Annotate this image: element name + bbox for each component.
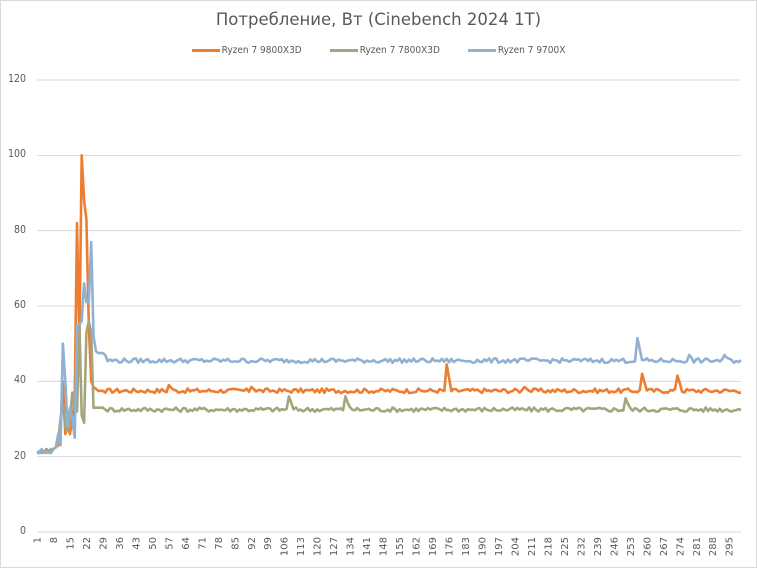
x-tick-label: 211 — [527, 537, 538, 556]
legend-label: Ryzen 7 9800X3D — [221, 45, 302, 56]
x-tick-label: 36 — [115, 537, 126, 550]
legend-swatch-7800x3d — [329, 49, 358, 52]
y-tick-label: 20 — [13, 449, 26, 462]
x-tick-label: 246 — [609, 537, 620, 556]
series-line-ryzen-7-9800x3d — [37, 154, 742, 455]
x-tick-label: 92 — [247, 537, 258, 550]
x-tick-label: 120 — [313, 537, 324, 556]
y-tick-label: 40 — [13, 374, 26, 387]
legend-label: Ryzen 7 7800X3D — [359, 45, 440, 56]
x-tick-label: 43 — [131, 537, 142, 550]
x-tick-label: 260 — [642, 537, 653, 556]
x-tick-label: 197 — [494, 537, 505, 556]
x-tick-label: 22 — [82, 537, 93, 550]
x-tick-label: 134 — [346, 537, 357, 556]
y-tick-label: 100 — [7, 148, 26, 161]
x-tick-label: 15 — [65, 537, 76, 550]
legend: Ryzen 7 9800X3D Ryzen 7 7800X3D Ryzen 7 … — [0, 45, 757, 56]
x-tick-label: 288 — [708, 537, 719, 556]
x-tick-label: 239 — [593, 537, 604, 556]
x-tick-label: 155 — [395, 537, 406, 556]
x-tick-label: 267 — [659, 537, 670, 556]
legend-swatch-9800x3d — [191, 49, 220, 52]
legend-label: Ryzen 7 9700X — [497, 45, 566, 56]
y-tick-label: 120 — [7, 73, 26, 85]
y-tick-label: 60 — [13, 299, 26, 311]
x-tick-label: 176 — [445, 537, 456, 556]
x-tick-label: 8 — [49, 537, 60, 543]
x-tick-label: 169 — [428, 537, 439, 556]
x-tick-label: 253 — [626, 537, 637, 556]
x-tick-label: 29 — [98, 537, 109, 550]
legend-item-7800x3d: Ryzen 7 7800X3D — [329, 45, 440, 56]
x-tick-label: 106 — [280, 537, 291, 556]
x-tick-label: 225 — [560, 537, 571, 556]
x-tick-label: 78 — [214, 537, 225, 550]
x-tick-label: 232 — [576, 537, 587, 556]
chart-title: Потребление, Вт (Cinebench 2024 1T) — [215, 10, 542, 29]
series-line-ryzen-7-9700x — [37, 240, 742, 455]
legend-item-9700x: Ryzen 7 9700X — [467, 45, 566, 56]
y-tick-label: 80 — [13, 223, 26, 236]
x-tick-label: 113 — [296, 537, 307, 556]
x-tick-label: 57 — [164, 537, 175, 550]
x-tick-label: 148 — [379, 537, 390, 556]
x-tick-label: 274 — [675, 537, 686, 556]
x-tick-label: 295 — [725, 537, 736, 556]
series-line-ryzen-7-7800x3d — [36, 319, 742, 455]
y-tick-label: 0 — [19, 525, 26, 537]
x-tick-label: 50 — [148, 537, 159, 550]
x-tick-label: 64 — [181, 537, 192, 550]
x-tick-label: 85 — [230, 537, 241, 550]
x-tick-label: 1 — [33, 537, 44, 543]
legend-item-9800x3d: Ryzen 7 9800X3D — [191, 45, 302, 56]
x-tick-label: 204 — [510, 537, 521, 556]
x-tick-label: 183 — [461, 537, 472, 556]
x-tick-label: 99 — [263, 537, 274, 550]
legend-swatch-9700x — [467, 49, 496, 52]
x-tick-label: 190 — [478, 537, 489, 556]
x-tick-label: 71 — [197, 537, 208, 550]
x-tick-label: 141 — [362, 537, 373, 556]
x-tick-label: 162 — [412, 537, 423, 556]
x-tick-label: 127 — [329, 537, 340, 556]
x-tick-label: 281 — [692, 537, 703, 556]
x-tick-label: 218 — [543, 537, 554, 556]
